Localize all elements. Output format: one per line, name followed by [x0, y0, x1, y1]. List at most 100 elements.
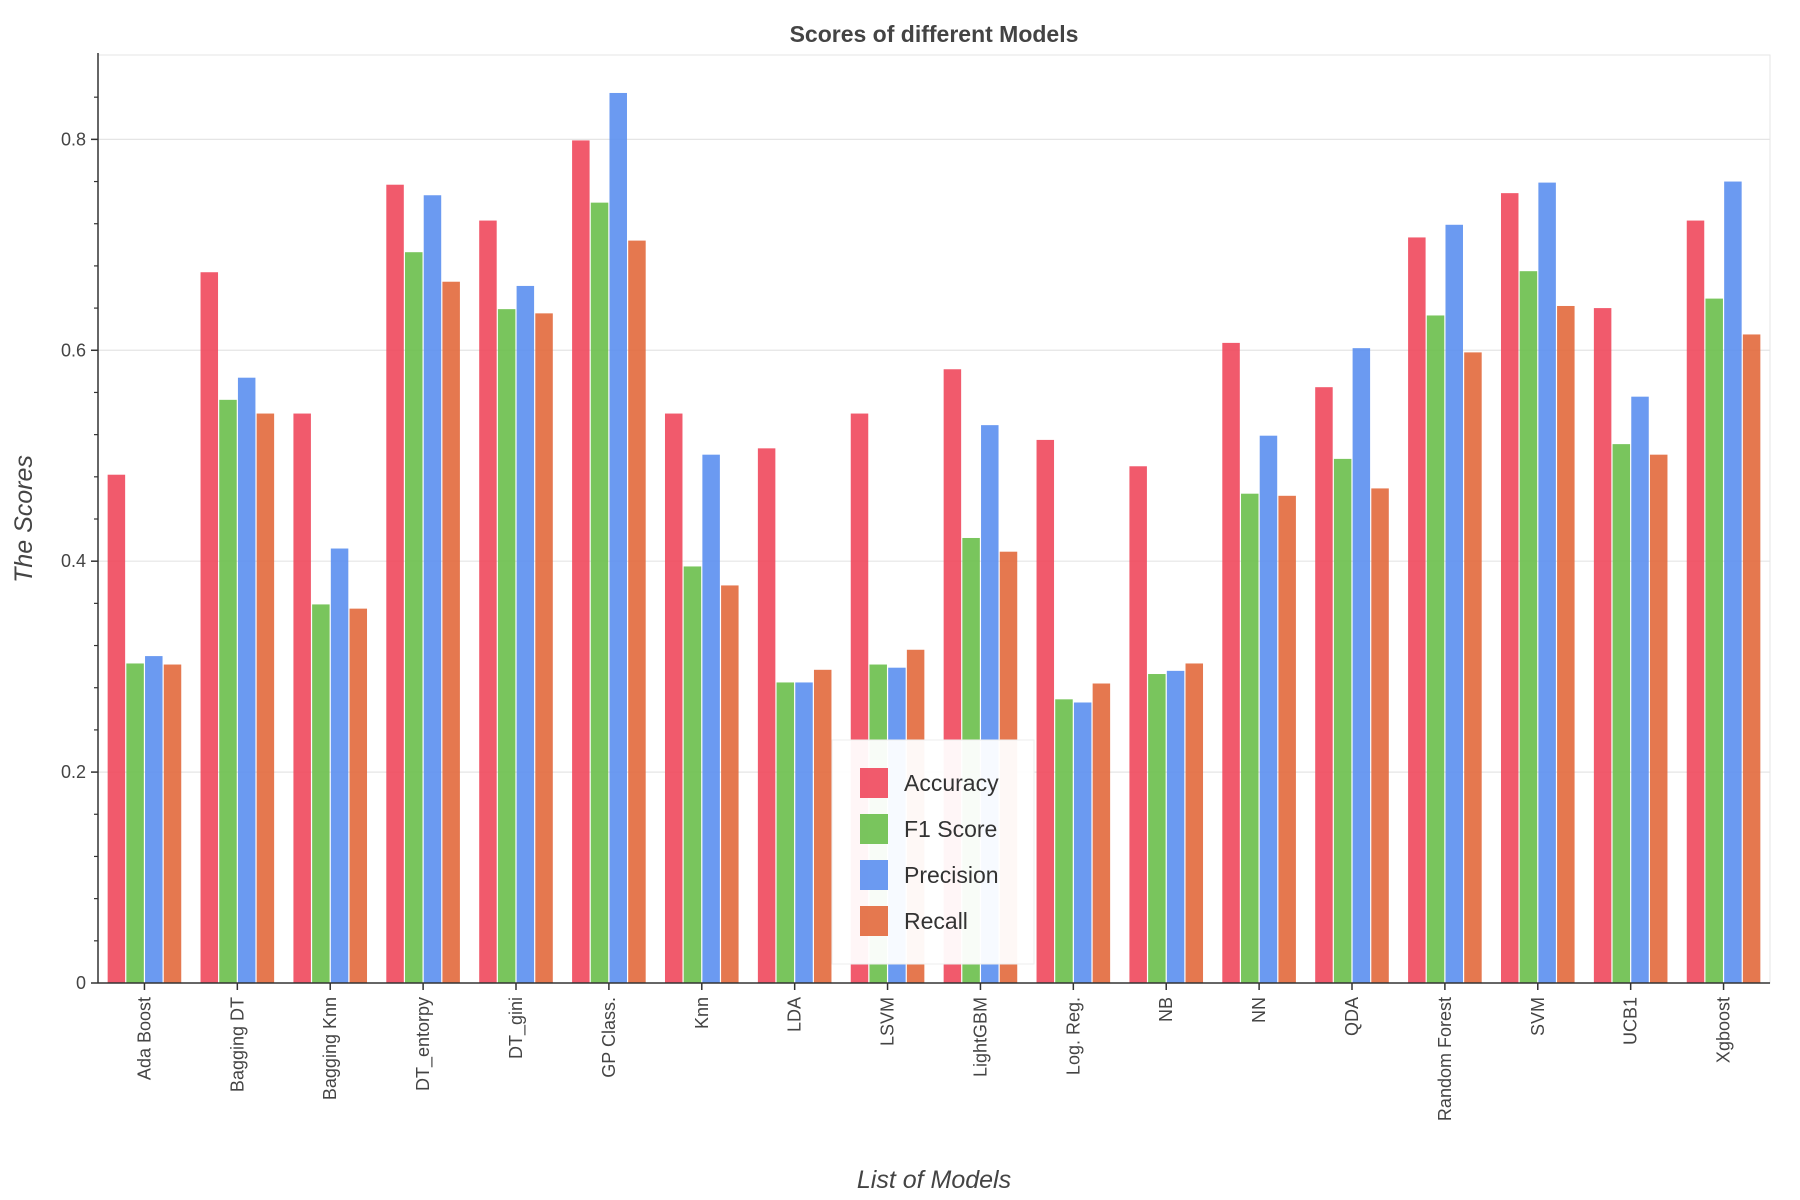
legend-label: Precision [904, 862, 999, 888]
y-tick-label-1: 0.2 [61, 762, 86, 782]
bar-accuracy-6 [664, 413, 683, 984]
x-tick-label-14: Random Forest [1435, 997, 1455, 1121]
x-tick-label-16: UCB1 [1621, 997, 1641, 1045]
bar-accuracy-10 [1036, 439, 1055, 984]
bar-f1-score-4 [497, 309, 516, 983]
bar-precision-12 [1259, 435, 1278, 983]
bar-f1-score-16 [1612, 444, 1631, 983]
bar-accuracy-15 [1500, 193, 1519, 984]
axes: 0 0.2 0.4 0.6 0.8 Ada Boost Bagging DT Bagging … [61, 53, 1770, 1121]
x-tick-label-12: NN [1249, 997, 1269, 1023]
bar-precision-10 [1073, 702, 1092, 983]
x-tick-label-2: Bagging Knn [320, 997, 340, 1100]
bar-recall-11 [1185, 663, 1204, 983]
bar-recall-14 [1464, 352, 1482, 983]
bar-accuracy-5 [572, 140, 590, 983]
bar-recall-5 [628, 240, 646, 984]
bar-precision-15 [1538, 182, 1556, 984]
legend-label: Accuracy [904, 770, 999, 796]
y-axis-label: The Scores [10, 455, 38, 583]
y-tick-label-3: 0.6 [61, 340, 86, 360]
bar-precision-11 [1166, 670, 1185, 983]
bar-accuracy-12 [1222, 342, 1240, 984]
bar-f1-score-13 [1333, 458, 1352, 984]
legend-label: F1 Score [904, 816, 997, 842]
x-tick-label-9: LightGBM [970, 997, 990, 1077]
bar-precision-7 [795, 682, 813, 983]
x-axis-label: List of Models [857, 1166, 1011, 1194]
bar-recall-17 [1742, 334, 1761, 983]
legend-item-f1-score[interactable]: F1 Score [860, 814, 997, 844]
bar-accuracy-0 [107, 474, 126, 983]
x-tick-label-17: Xgboost [1714, 997, 1734, 1063]
bar-f1-score-1 [219, 399, 237, 983]
bar-recall-10 [1092, 683, 1111, 983]
bar-recall-12 [1278, 495, 1296, 983]
bar-recall-15 [1557, 305, 1575, 983]
bar-precision-6 [702, 454, 720, 983]
bar-f1-score-0 [126, 663, 144, 983]
x-tick-label-7: LDA [785, 997, 805, 1032]
bar-precision-3 [423, 195, 442, 984]
x-tick-label-6: Knn [692, 997, 712, 1029]
bar-precision-4 [516, 285, 535, 984]
y-tick-label-4: 0.8 [61, 129, 86, 149]
bar-precision-17 [1724, 181, 1742, 983]
x-tick-label-4: DT_gini [506, 997, 527, 1059]
bar-recall-0 [163, 664, 182, 983]
bar-accuracy-1 [200, 272, 219, 984]
bar-accuracy-16 [1593, 308, 1612, 983]
bar-f1-score-11 [1148, 674, 1166, 983]
bar-f1-score-6 [683, 566, 702, 983]
x-tick-label-11: NB [1156, 997, 1176, 1022]
legend-item-accuracy[interactable]: Accuracy [860, 768, 999, 798]
bar-f1-score-12 [1241, 493, 1259, 983]
chart-title: Scores of different Models [790, 21, 1079, 47]
bar-recall-16 [1649, 454, 1668, 983]
x-tick-label-0: Ada Boost [134, 997, 154, 1080]
y-tick-label-2: 0.4 [61, 551, 86, 571]
bar-f1-score-3 [405, 252, 423, 983]
bars [107, 92, 1761, 984]
x-tick-label-15: SVM [1528, 997, 1548, 1036]
bar-recall-6 [721, 585, 739, 983]
bar-recall-7 [813, 669, 832, 983]
bar-precision-5 [609, 92, 627, 984]
bar-accuracy-17 [1686, 220, 1705, 984]
legend-item-recall[interactable]: Recall [860, 906, 968, 936]
x-tick-label-5: GP Class. [599, 997, 619, 1078]
bar-recall-3 [442, 281, 460, 983]
x-tick-label-10: Log. Reg. [1063, 997, 1083, 1075]
legend-swatch [860, 814, 888, 844]
bar-accuracy-4 [479, 220, 497, 984]
bar-accuracy-7 [757, 448, 776, 983]
bar-f1-score-5 [590, 202, 609, 984]
bar-f1-score-7 [776, 682, 795, 983]
legend-swatch [860, 906, 888, 936]
legend-swatch [860, 768, 888, 798]
bar-accuracy-11 [1129, 466, 1147, 984]
bar-f1-score-2 [312, 604, 330, 983]
bar-f1-score-10 [1055, 699, 1073, 983]
bar-precision-13 [1352, 348, 1371, 983]
x-tick-label-13: QDA [1342, 997, 1362, 1036]
bar-recall-4 [535, 313, 553, 983]
bar-precision-1 [237, 377, 256, 983]
bar-recall-13 [1371, 488, 1389, 983]
legend-label: Recall [904, 908, 968, 934]
bar-precision-0 [145, 656, 163, 983]
x-tick-label-8: LSVM [878, 997, 898, 1046]
bar-precision-16 [1631, 396, 1649, 983]
bar-accuracy-13 [1315, 387, 1333, 983]
x-tick-label-3: DT_entorpy [413, 997, 434, 1091]
bar-accuracy-14 [1408, 237, 1426, 983]
legend-item-precision[interactable]: Precision [860, 860, 999, 890]
bar-accuracy-3 [386, 184, 404, 983]
legend[interactable]: Accuracy F1 Score Precision Recall [831, 739, 1035, 965]
bar-precision-2 [330, 548, 349, 983]
bar-recall-2 [349, 608, 368, 983]
bar-f1-score-14 [1426, 315, 1445, 983]
bar-f1-score-15 [1519, 271, 1538, 983]
bar-accuracy-2 [293, 413, 311, 984]
